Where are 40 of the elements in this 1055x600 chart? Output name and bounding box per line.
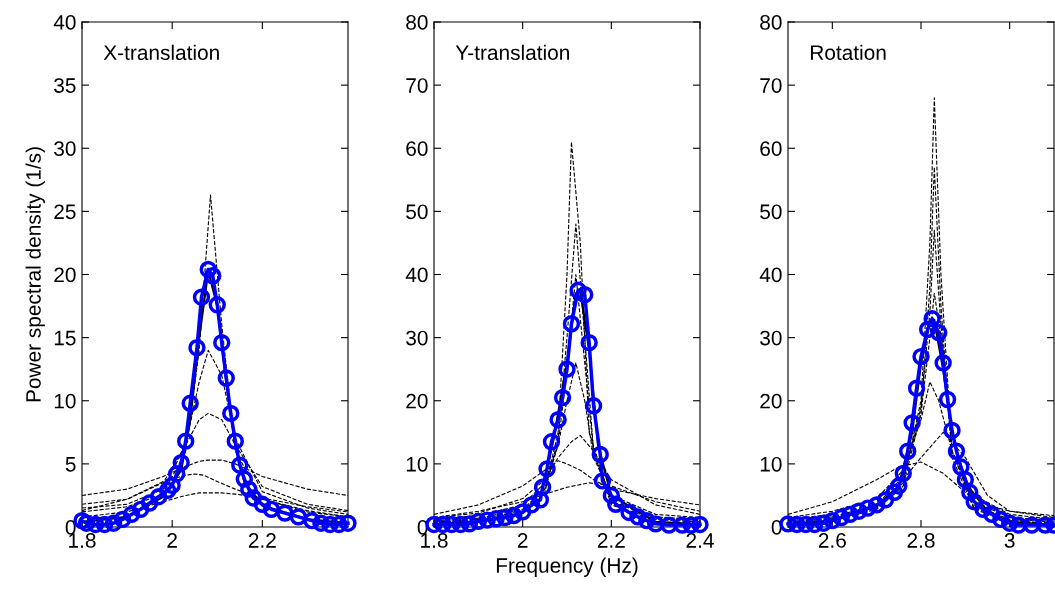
x-tick-label: 2.4 xyxy=(686,533,714,548)
y-axis-title: Power spectral density (1/s) xyxy=(25,147,45,402)
y-tick-label: 20 xyxy=(406,393,428,409)
y-tick-label: 35 xyxy=(54,78,76,93)
y-tick-label: 10 xyxy=(406,456,428,472)
y-tick-label: 80 xyxy=(406,15,428,30)
x-axis-title: Frequency (Hz) xyxy=(496,557,638,577)
x-tick-label: 2.6 xyxy=(818,533,846,548)
x-tick-label: 2 xyxy=(167,533,177,548)
y-tick-label: 0 xyxy=(65,520,76,535)
y-tick-label: 50 xyxy=(760,204,782,220)
x-tick-label: 2.2 xyxy=(597,533,625,548)
y-tick-label: 80 xyxy=(760,15,782,30)
y-tick-label: 40 xyxy=(53,15,76,30)
y-tick-label: 25 xyxy=(54,204,76,220)
y-tick-label: 20 xyxy=(54,267,76,283)
y-tick-label: 10 xyxy=(760,456,782,472)
y-tick-label: 10 xyxy=(54,393,76,409)
text: X-translation xyxy=(103,44,219,61)
x-tick-label: 2.2 xyxy=(248,533,276,548)
x-tick-label: 1.8 xyxy=(69,533,96,548)
y-tick-label: 70 xyxy=(406,78,428,93)
x-tick-label: 2 xyxy=(517,533,528,548)
y-tick-label: 30 xyxy=(54,141,76,156)
y-tick-label: 40 xyxy=(405,267,428,283)
y-tick-label: 30 xyxy=(760,330,782,346)
text: Rotation xyxy=(810,44,886,61)
y-tick-label: 50 xyxy=(406,204,428,220)
y-tick-label: 60 xyxy=(760,141,782,156)
y-tick-label: 15 xyxy=(54,330,76,346)
y-tick-label: 30 xyxy=(406,330,428,346)
y-tick-label: 20 xyxy=(760,393,782,409)
y-tick-label: 5 xyxy=(65,457,76,472)
x-tick-label: 1.8 xyxy=(421,533,448,548)
y-tick-label: 40 xyxy=(759,267,782,283)
x-tick-label: 2.8 xyxy=(907,533,935,548)
x-tick-label: 3 xyxy=(1004,533,1015,548)
text: Y-translation xyxy=(455,44,569,61)
y-tick-label: 70 xyxy=(760,78,782,93)
y-tick-label: 60 xyxy=(406,141,428,156)
